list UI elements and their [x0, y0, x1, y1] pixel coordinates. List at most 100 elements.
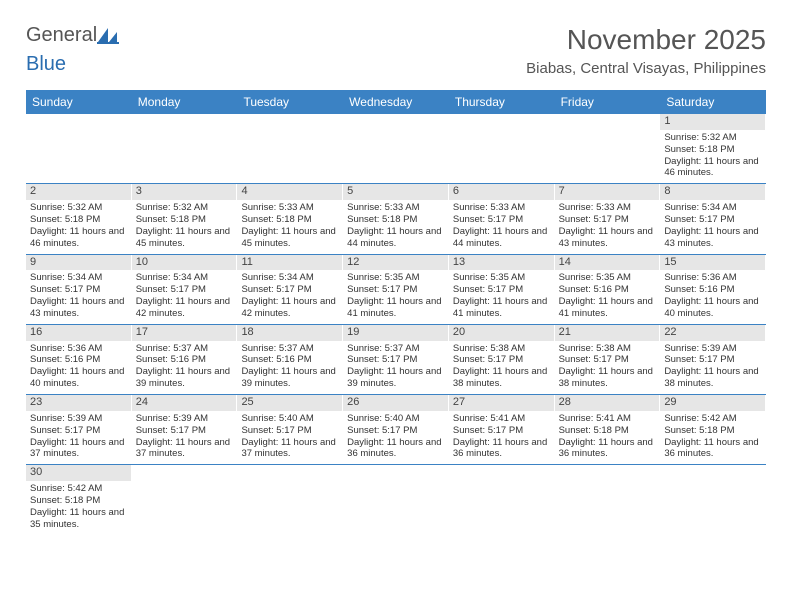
sunset-text: Sunset: 5:17 PM: [136, 284, 233, 296]
sunrise-text: Sunrise: 5:37 AM: [347, 343, 444, 355]
week-row: 1Sunrise: 5:32 AMSunset: 5:18 PMDaylight…: [26, 114, 766, 184]
day-number: 30: [26, 465, 131, 481]
day-details: Sunrise: 5:34 AMSunset: 5:17 PMDaylight:…: [241, 272, 338, 320]
sunset-text: Sunset: 5:16 PM: [30, 354, 127, 366]
day-details: Sunrise: 5:40 AMSunset: 5:17 PMDaylight:…: [241, 413, 338, 461]
day-cell: 15Sunrise: 5:36 AMSunset: 5:16 PMDayligh…: [660, 255, 766, 324]
daylight-text: Daylight: 11 hours and 46 minutes.: [30, 226, 127, 250]
day-details: Sunrise: 5:33 AMSunset: 5:18 PMDaylight:…: [241, 202, 338, 250]
day-cell: 17Sunrise: 5:37 AMSunset: 5:16 PMDayligh…: [132, 325, 238, 394]
sunset-text: Sunset: 5:17 PM: [559, 214, 656, 226]
day-number: 16: [26, 325, 131, 341]
day-cell: 20Sunrise: 5:38 AMSunset: 5:17 PMDayligh…: [449, 325, 555, 394]
day-cell: 13Sunrise: 5:35 AMSunset: 5:17 PMDayligh…: [449, 255, 555, 324]
day-cell: 1Sunrise: 5:32 AMSunset: 5:18 PMDaylight…: [660, 114, 766, 183]
day-number: 6: [449, 184, 554, 200]
day-cell: 2Sunrise: 5:32 AMSunset: 5:18 PMDaylight…: [26, 184, 132, 253]
day-cell: 8Sunrise: 5:34 AMSunset: 5:17 PMDaylight…: [660, 184, 766, 253]
empty-cell: [237, 114, 343, 183]
day-cell: 26Sunrise: 5:40 AMSunset: 5:17 PMDayligh…: [343, 395, 449, 464]
sunrise-text: Sunrise: 5:41 AM: [453, 413, 550, 425]
day-number: 13: [449, 255, 554, 271]
daylight-text: Daylight: 11 hours and 43 minutes.: [559, 226, 656, 250]
day-number: 7: [555, 184, 660, 200]
daylight-text: Daylight: 11 hours and 39 minutes.: [241, 366, 338, 390]
empty-cell: [555, 114, 661, 183]
sunset-text: Sunset: 5:18 PM: [559, 425, 656, 437]
sunset-text: Sunset: 5:17 PM: [664, 214, 761, 226]
sunrise-text: Sunrise: 5:38 AM: [559, 343, 656, 355]
sunrise-text: Sunrise: 5:34 AM: [664, 202, 761, 214]
sunset-text: Sunset: 5:17 PM: [664, 354, 761, 366]
day-number: 18: [237, 325, 342, 341]
day-number: 5: [343, 184, 448, 200]
day-details: Sunrise: 5:33 AMSunset: 5:18 PMDaylight:…: [347, 202, 444, 250]
sunrise-text: Sunrise: 5:39 AM: [136, 413, 233, 425]
day-number: 17: [132, 325, 237, 341]
day-details: Sunrise: 5:42 AMSunset: 5:18 PMDaylight:…: [664, 413, 761, 461]
daylight-text: Daylight: 11 hours and 36 minutes.: [664, 437, 761, 461]
daylight-text: Daylight: 11 hours and 37 minutes.: [30, 437, 127, 461]
daylight-text: Daylight: 11 hours and 39 minutes.: [347, 366, 444, 390]
sunrise-text: Sunrise: 5:33 AM: [559, 202, 656, 214]
empty-cell: [343, 114, 449, 183]
sunset-text: Sunset: 5:17 PM: [136, 425, 233, 437]
sunrise-text: Sunrise: 5:40 AM: [347, 413, 444, 425]
day-details: Sunrise: 5:36 AMSunset: 5:16 PMDaylight:…: [30, 343, 127, 391]
day-details: Sunrise: 5:32 AMSunset: 5:18 PMDaylight:…: [664, 132, 761, 180]
day-cell: 9Sunrise: 5:34 AMSunset: 5:17 PMDaylight…: [26, 255, 132, 324]
sunrise-text: Sunrise: 5:32 AM: [664, 132, 761, 144]
day-details: Sunrise: 5:39 AMSunset: 5:17 PMDaylight:…: [30, 413, 127, 461]
day-header: Sunday: [26, 90, 132, 114]
day-cell: 21Sunrise: 5:38 AMSunset: 5:17 PMDayligh…: [555, 325, 661, 394]
sunset-text: Sunset: 5:18 PM: [664, 144, 761, 156]
sunrise-text: Sunrise: 5:35 AM: [559, 272, 656, 284]
day-number: 15: [660, 255, 765, 271]
sunset-text: Sunset: 5:17 PM: [241, 425, 338, 437]
empty-cell: [132, 465, 238, 534]
daylight-text: Daylight: 11 hours and 40 minutes.: [30, 366, 127, 390]
daylight-text: Daylight: 11 hours and 42 minutes.: [241, 296, 338, 320]
month-title: November 2025: [526, 24, 766, 56]
daylight-text: Daylight: 11 hours and 37 minutes.: [136, 437, 233, 461]
daylight-text: Daylight: 11 hours and 44 minutes.: [347, 226, 444, 250]
sunset-text: Sunset: 5:16 PM: [136, 354, 233, 366]
daylight-text: Daylight: 11 hours and 36 minutes.: [453, 437, 550, 461]
daylight-text: Daylight: 11 hours and 41 minutes.: [559, 296, 656, 320]
daylight-text: Daylight: 11 hours and 44 minutes.: [453, 226, 550, 250]
day-cell: 29 Sunrise: 5:42 AMSunset: 5:18 PMDayligh…: [660, 395, 766, 464]
day-cell: 12Sunrise: 5:35 AMSunset: 5:17 PMDayligh…: [343, 255, 449, 324]
logo: General: [26, 24, 121, 47]
sunset-text: Sunset: 5:16 PM: [559, 284, 656, 296]
daylight-text: Daylight: 11 hours and 38 minutes.: [453, 366, 550, 390]
day-details: Sunrise: 5:37 AMSunset: 5:17 PMDaylight:…: [347, 343, 444, 391]
day-cell: 28Sunrise: 5:41 AMSunset: 5:18 PMDayligh…: [555, 395, 661, 464]
sunset-text: Sunset: 5:17 PM: [453, 425, 550, 437]
day-number: 3: [132, 184, 237, 200]
logo-text-1: General: [26, 24, 97, 47]
empty-cell: [660, 465, 766, 534]
day-details: Sunrise: 5:35 AMSunset: 5:16 PMDaylight:…: [559, 272, 656, 320]
daylight-text: Daylight: 11 hours and 43 minutes.: [664, 226, 761, 250]
day-number: 27: [449, 395, 554, 411]
day-number: 29: [660, 395, 765, 411]
day-cell: 19Sunrise: 5:37 AMSunset: 5:17 PMDayligh…: [343, 325, 449, 394]
sunset-text: Sunset: 5:17 PM: [453, 214, 550, 226]
day-cell: 5 Sunrise: 5:33 AMSunset: 5:18 PMDaylight…: [343, 184, 449, 253]
sunrise-text: Sunrise: 5:33 AM: [241, 202, 338, 214]
day-cell: 14Sunrise: 5:35 AMSunset: 5:16 PMDayligh…: [555, 255, 661, 324]
week-row: 9 Sunrise: 5:34 AMSunset: 5:17 PMDaylight…: [26, 255, 766, 325]
sunset-text: Sunset: 5:17 PM: [347, 354, 444, 366]
day-details: Sunrise: 5:32 AMSunset: 5:18 PMDaylight:…: [136, 202, 233, 250]
sunset-text: Sunset: 5:18 PM: [136, 214, 233, 226]
sunset-text: Sunset: 5:17 PM: [347, 284, 444, 296]
day-number: 9: [26, 255, 131, 271]
day-cell: 27 Sunrise: 5:41 AMSunset: 5:17 PMDayligh…: [449, 395, 555, 464]
daylight-text: Daylight: 11 hours and 41 minutes.: [347, 296, 444, 320]
sunrise-text: Sunrise: 5:37 AM: [241, 343, 338, 355]
daylight-text: Daylight: 11 hours and 41 minutes.: [453, 296, 550, 320]
day-number: 10: [132, 255, 237, 271]
daylight-text: Daylight: 11 hours and 45 minutes.: [136, 226, 233, 250]
day-header: Friday: [555, 90, 661, 114]
day-header: Tuesday: [237, 90, 343, 114]
